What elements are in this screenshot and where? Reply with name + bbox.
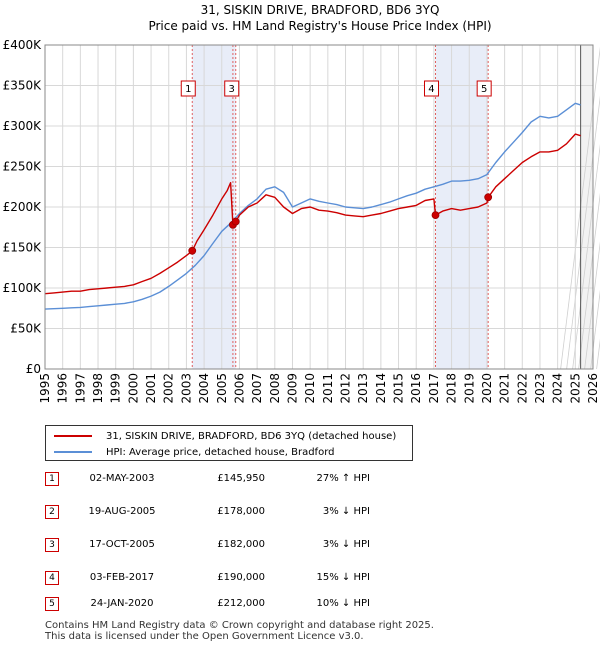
sale-number-box bbox=[180, 80, 196, 97]
x-tick-label: 2009 bbox=[285, 373, 299, 404]
chart-subtitle: Price paid vs. HM Land Registry's House … bbox=[148, 19, 491, 33]
sale-point bbox=[188, 246, 197, 255]
sale-hpi-diff: 15% ↓ HPI bbox=[316, 572, 370, 583]
y-tick-label: £400K bbox=[3, 38, 43, 52]
x-tick-label: 2025 bbox=[568, 373, 582, 404]
y-tick-label: £300K bbox=[3, 119, 43, 133]
x-tick-label: 2020 bbox=[480, 373, 494, 404]
x-tick-label: 2023 bbox=[533, 373, 547, 404]
sale-row: 1 02-MAY-2003 £145,950 27% ↑ HPI bbox=[0, 472, 600, 490]
x-tick-label: 2015 bbox=[392, 373, 406, 404]
sale-row: 4 03-FEB-2017 £190,000 15% ↓ HPI bbox=[0, 571, 600, 589]
sale-number-badge: 3 bbox=[45, 538, 59, 552]
x-tick-label: 2021 bbox=[498, 373, 512, 404]
x-tick-label: 1996 bbox=[56, 373, 70, 404]
y-tick-label: £100K bbox=[3, 281, 43, 295]
x-tick-label: 2010 bbox=[303, 373, 317, 404]
y-tick-label: £150K bbox=[3, 241, 43, 255]
legend-label-hpi: HPI: Average price, detached house, Brad… bbox=[106, 446, 335, 458]
chart-legend: 31, SISKIN DRIVE, BRADFORD, BD6 3YQ (det… bbox=[45, 425, 413, 461]
y-tick-label: £350K bbox=[3, 79, 43, 93]
x-tick-label: 2007 bbox=[250, 373, 264, 404]
x-tick-label: 2016 bbox=[409, 373, 423, 404]
sale-row: 3 17-OCT-2005 £182,000 3% ↓ HPI bbox=[0, 538, 600, 556]
x-tick-label: 2011 bbox=[321, 373, 335, 404]
sale-point bbox=[484, 193, 493, 202]
sale-number-badge: 5 bbox=[45, 597, 59, 611]
x-tick-label: 2012 bbox=[339, 373, 353, 404]
sale-number-label: 3 bbox=[229, 84, 235, 95]
sale-point bbox=[431, 211, 440, 220]
sale-hpi-diff: 3% ↓ HPI bbox=[322, 506, 370, 517]
x-tick-label: 1995 bbox=[38, 373, 52, 404]
x-tick-label: 2026 bbox=[586, 373, 600, 404]
sale-number-label: 1 bbox=[185, 84, 191, 95]
hpi-series-line bbox=[44, 102, 581, 310]
x-tick-label: 2017 bbox=[427, 373, 441, 404]
sale-date: 17-OCT-2005 bbox=[89, 539, 155, 550]
sale-number-box bbox=[423, 80, 439, 97]
forecast-hatch bbox=[590, 289, 600, 370]
sale-row: 2 19-AUG-2005 £178,000 3% ↓ HPI bbox=[0, 505, 600, 523]
sale-number-badge: 2 bbox=[45, 505, 59, 519]
x-tick-label: 2006 bbox=[232, 373, 246, 404]
sale-number-label: 5 bbox=[481, 84, 487, 95]
x-tick-label: 2000 bbox=[126, 373, 140, 404]
x-tick-label: 2022 bbox=[515, 373, 529, 404]
sale-hpi-diff: 3% ↓ HPI bbox=[322, 539, 370, 550]
sale-price: £145,950 bbox=[217, 473, 265, 484]
x-tick-label: 2003 bbox=[179, 373, 193, 404]
legend-item-property: 31, SISKIN DRIVE, BRADFORD, BD6 3YQ (det… bbox=[54, 428, 396, 444]
x-tick-label: 1998 bbox=[91, 373, 105, 404]
sale-row: 5 24-JAN-2020 £212,000 10% ↓ HPI bbox=[0, 597, 600, 615]
sale-number-box bbox=[224, 80, 240, 97]
sale-price: £182,000 bbox=[217, 539, 265, 550]
sale-point bbox=[231, 217, 240, 226]
sale-number-label: 4 bbox=[428, 84, 434, 95]
sale-hpi-diff: 27% ↑ HPI bbox=[316, 473, 370, 484]
y-tick-label: £0 bbox=[26, 362, 41, 376]
sale-hpi-diff: 10% ↓ HPI bbox=[316, 598, 370, 609]
x-tick-label: 2008 bbox=[268, 373, 282, 404]
sale-date: 24-JAN-2020 bbox=[90, 598, 154, 609]
footer-copyright: Contains HM Land Registry data © Crown c… bbox=[45, 620, 434, 631]
x-tick-label: 2013 bbox=[356, 373, 370, 404]
plot-frame bbox=[44, 44, 594, 370]
legend-item-hpi: HPI: Average price, detached house, Brad… bbox=[54, 444, 334, 460]
forecast-hatch bbox=[584, 241, 600, 370]
x-tick-label: 2019 bbox=[462, 373, 476, 404]
sale-number-box bbox=[476, 80, 492, 97]
sale-price: £178,000 bbox=[217, 506, 265, 517]
x-tick-label: 2024 bbox=[551, 373, 565, 404]
legend-swatch-property bbox=[54, 435, 92, 437]
y-tick-label: £50K bbox=[10, 322, 42, 336]
x-tick-label: 1999 bbox=[109, 373, 123, 404]
legend-swatch-hpi bbox=[54, 451, 92, 453]
x-tick-label: 2018 bbox=[445, 373, 459, 404]
chart-title: 31, SISKIN DRIVE, BRADFORD, BD6 3YQ bbox=[201, 3, 440, 17]
footer: Contains HM Land Registry data © Crown c… bbox=[45, 620, 434, 642]
sale-price: £212,000 bbox=[217, 598, 265, 609]
footer-licence: This data is licensed under the Open Gov… bbox=[45, 631, 364, 642]
legend-label-property: 31, SISKIN DRIVE, BRADFORD, BD6 3YQ (det… bbox=[106, 430, 397, 442]
x-tick-label: 2001 bbox=[144, 373, 158, 404]
x-tick-label: 2005 bbox=[215, 373, 229, 404]
forecast-hatch bbox=[578, 192, 600, 370]
x-tick-label: 2014 bbox=[374, 373, 388, 404]
price-chart: 31, SISKIN DRIVE, BRADFORD, BD6 3YQ Pric… bbox=[3, 3, 600, 404]
sale-date: 19-AUG-2005 bbox=[88, 506, 156, 517]
x-tick-label: 2002 bbox=[162, 373, 176, 404]
y-tick-label: £250K bbox=[3, 160, 43, 174]
sale-date: 03-FEB-2017 bbox=[89, 572, 155, 583]
sale-number-badge: 1 bbox=[45, 472, 59, 486]
sale-number-badge: 4 bbox=[45, 571, 59, 585]
x-tick-label: 2004 bbox=[197, 373, 211, 404]
x-tick-label: 1997 bbox=[73, 373, 87, 404]
sale-price: £190,000 bbox=[217, 572, 265, 583]
sale-date: 02-MAY-2003 bbox=[89, 473, 155, 484]
y-tick-label: £200K bbox=[3, 200, 43, 214]
